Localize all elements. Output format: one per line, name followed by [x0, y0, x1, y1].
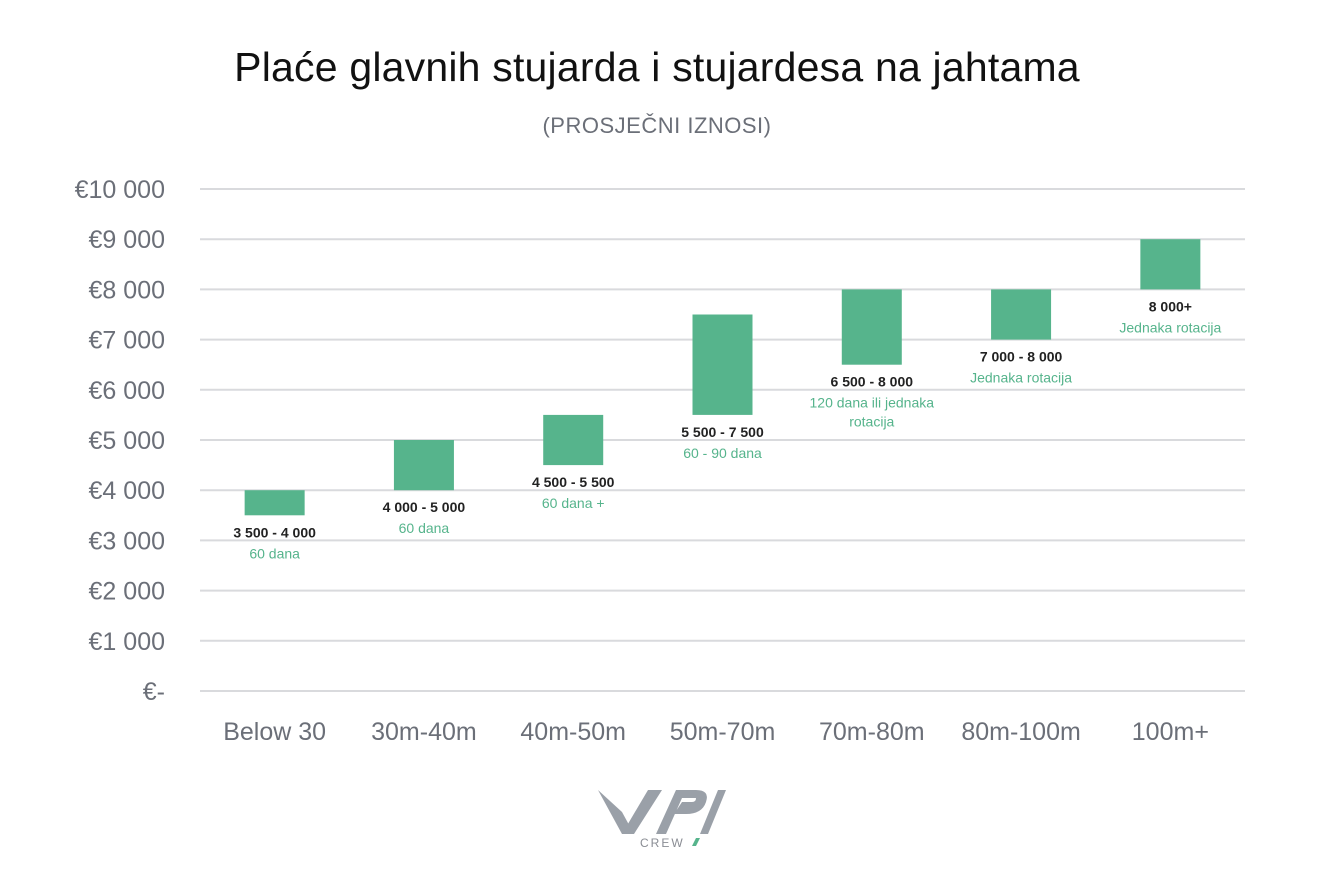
y-tick-label: €3 000: [89, 527, 165, 555]
bar: [841, 289, 902, 365]
y-tick-label: €-: [143, 678, 165, 706]
y-tick-label: €5 000: [89, 427, 165, 455]
vpi-crew-logo: [598, 790, 726, 846]
x-tick-label: 80m-100m: [961, 718, 1081, 746]
data-note: 60 dana +: [542, 495, 605, 511]
x-tick-label: 70m-80m: [819, 718, 925, 746]
bar: [1140, 239, 1201, 290]
x-tick-label: 40m-50m: [520, 718, 626, 746]
chart-title: Plaće glavnih stujarda i stujardesa na j…: [234, 44, 1080, 90]
data-note: 60 dana: [399, 520, 450, 536]
data-label: 7 000 - 8 000: [980, 349, 1063, 365]
y-tick-label: €6 000: [89, 377, 165, 405]
y-tick-label: €7 000: [89, 327, 165, 355]
x-tick-label: Below 30: [223, 718, 326, 746]
y-tick-label: €8 000: [89, 276, 165, 304]
data-note: Jednaka rotacija: [1119, 319, 1221, 335]
x-tick-label: 100m+: [1132, 718, 1209, 746]
y-tick-label: €1 000: [89, 628, 165, 656]
data-note: Jednaka rotacija: [970, 370, 1072, 386]
data-label: 4 500 - 5 500: [532, 474, 615, 490]
data-label: 5 500 - 7 500: [681, 424, 764, 440]
y-tick-label: €10 000: [75, 176, 165, 204]
data-note: 120 dana ili jednaka: [810, 395, 935, 411]
data-label: 3 500 - 4 000: [233, 524, 316, 540]
data-note: rotacija: [849, 414, 894, 430]
bar: [692, 314, 753, 415]
bar: [543, 414, 604, 466]
data-note: 60 - 90 dana: [683, 445, 762, 461]
data-label: 8 000+: [1149, 298, 1192, 314]
x-tick-label: 50m-70m: [670, 718, 776, 746]
chart-subtitle: (PROSJEČNI IZNOSI): [542, 113, 772, 138]
y-tick-label: €4 000: [89, 477, 165, 505]
x-tick-label: 30m-40m: [371, 718, 477, 746]
bar: [393, 440, 454, 491]
bar: [991, 289, 1052, 340]
bar: [244, 490, 305, 516]
y-tick-label: €2 000: [89, 578, 165, 606]
data-label: 4 000 - 5 000: [383, 499, 466, 515]
data-label: 6 500 - 8 000: [831, 374, 914, 390]
data-note: 60 dana: [249, 545, 300, 561]
logo-caption: CREW: [640, 836, 685, 850]
y-tick-label: €9 000: [89, 226, 165, 254]
